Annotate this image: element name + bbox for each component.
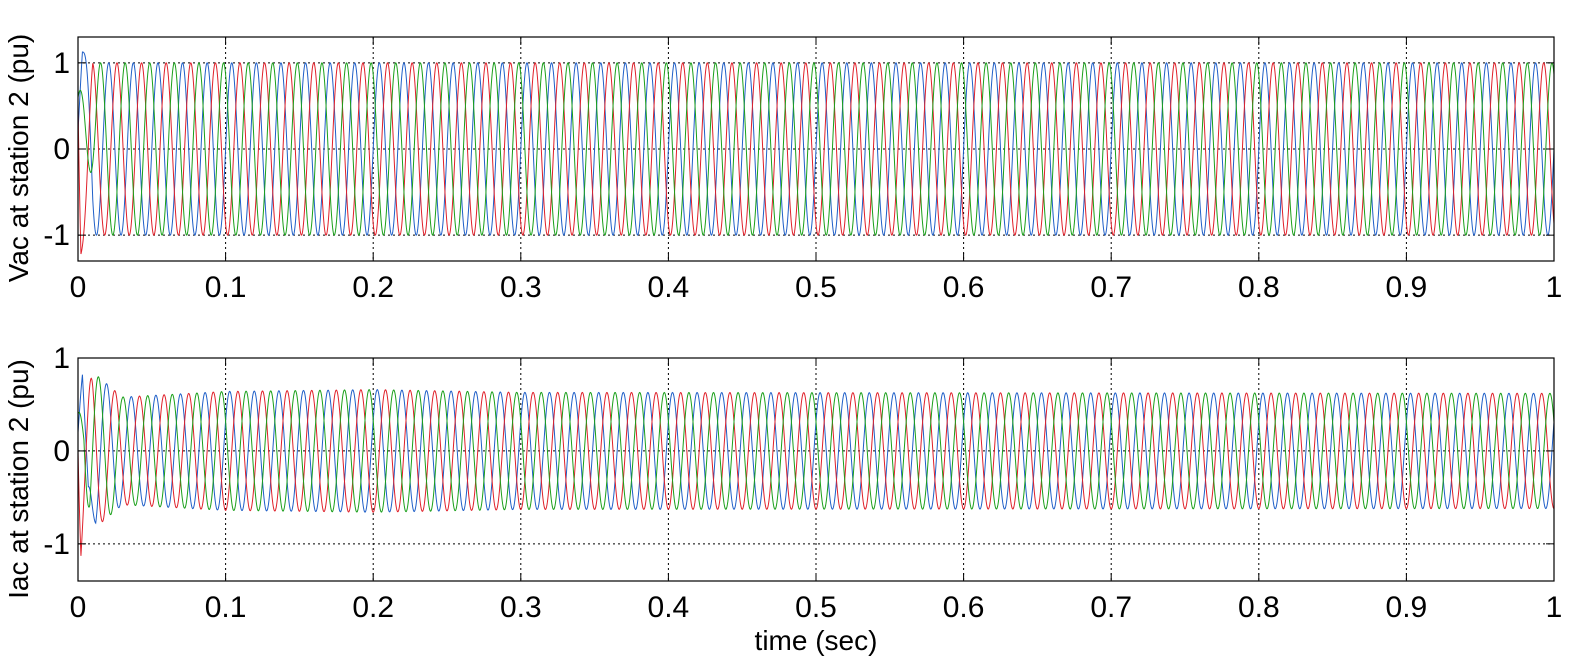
x-tick-label: 0.4 (648, 591, 690, 624)
y-tick-label: -1 (43, 528, 70, 561)
x-tick-label: 0.5 (795, 591, 837, 624)
series-line-2 (78, 376, 1554, 516)
y-axis-label: Iac at station 2 (pu) (3, 359, 34, 599)
x-tick-label: 0.2 (352, 591, 394, 624)
x-tick-label: 0.8 (1238, 591, 1280, 624)
y-tick-label: 0 (53, 435, 70, 468)
series-group (78, 374, 1554, 556)
y-axis-label: Vac at station 2 (pu) (3, 34, 34, 283)
x-tick-label: 0.7 (1090, 271, 1132, 304)
x-tick-label: 0 (70, 591, 87, 624)
series-group (78, 51, 1554, 255)
series-line-0 (78, 51, 1554, 236)
x-tick-label: 0.1 (205, 591, 247, 624)
x-tick-label: 0.1 (205, 271, 247, 304)
y-tick-label: -1 (43, 219, 70, 252)
x-tick-label: 0.2 (352, 271, 394, 304)
x-axis-label: time (sec) (755, 625, 878, 656)
series-line-2 (78, 62, 1554, 236)
y-tick-label: 1 (53, 342, 70, 375)
x-tick-label: 0.6 (943, 271, 985, 304)
x-tick-label: 0.4 (648, 271, 690, 304)
y-tick-label: 0 (53, 133, 70, 166)
x-tick-label: 0.7 (1090, 591, 1132, 624)
y-tick-label: 1 (53, 47, 70, 80)
series-line-1 (78, 377, 1554, 556)
x-tick-label: 0.9 (1386, 271, 1428, 304)
x-tick-label: 0.8 (1238, 271, 1280, 304)
x-tick-label: 0 (70, 271, 87, 304)
x-tick-label: 0.6 (943, 591, 985, 624)
x-tick-label: 0.3 (500, 591, 542, 624)
x-tick-label: 0.5 (795, 271, 837, 304)
series-line-1 (78, 62, 1554, 255)
x-tick-label: 1 (1546, 271, 1563, 304)
x-tick-label: 0.3 (500, 271, 542, 304)
x-tick-label: 0.9 (1386, 591, 1428, 624)
x-tick-label: 1 (1546, 591, 1563, 624)
